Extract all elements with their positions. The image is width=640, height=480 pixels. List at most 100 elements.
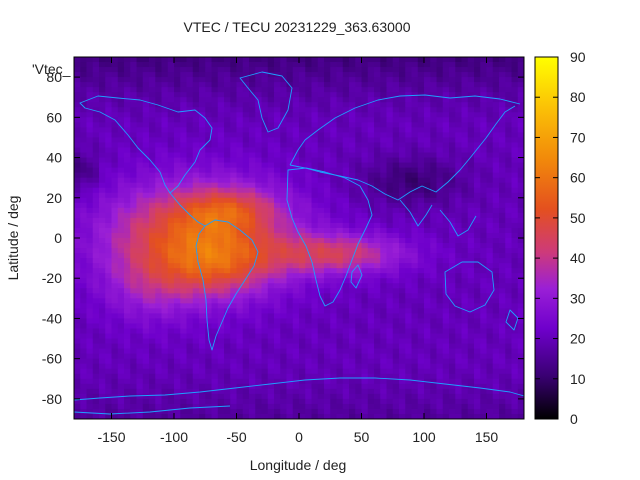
heatmap-cell bbox=[80, 248, 88, 254]
heatmap-cell bbox=[336, 313, 344, 320]
heatmap-cell bbox=[467, 378, 475, 385]
heatmap-cell bbox=[174, 373, 181, 380]
heatmap-cell bbox=[324, 227, 331, 234]
heatmap-cell bbox=[499, 263, 506, 269]
heatmap-cell bbox=[436, 197, 444, 204]
heatmap-cell bbox=[205, 127, 213, 134]
heatmap-cell bbox=[292, 147, 300, 154]
heatmap-cell bbox=[161, 353, 169, 360]
heatmap-cell bbox=[342, 358, 350, 365]
heatmap-cell bbox=[124, 378, 131, 385]
heatmap-cell bbox=[330, 117, 338, 123]
heatmap-cell bbox=[417, 217, 425, 224]
heatmap-cell bbox=[324, 393, 331, 400]
heatmap-cell bbox=[355, 107, 363, 113]
heatmap-cell bbox=[299, 348, 306, 355]
heatmap-cell bbox=[324, 388, 331, 395]
heatmap-cell bbox=[86, 212, 94, 219]
heatmap-cell bbox=[211, 398, 219, 405]
heatmap-cell bbox=[111, 353, 119, 360]
heatmap-cell bbox=[442, 147, 450, 154]
heatmap-cell bbox=[255, 177, 263, 184]
heatmap-cell bbox=[492, 82, 500, 88]
heatmap-cell bbox=[261, 152, 269, 159]
heatmap-cell bbox=[324, 273, 331, 279]
heatmap-cell bbox=[80, 197, 88, 204]
heatmap-cell bbox=[474, 263, 481, 269]
heatmap-cell bbox=[261, 222, 269, 229]
heatmap-cell bbox=[249, 363, 256, 370]
heatmap-cell bbox=[92, 217, 100, 224]
heatmap-cell bbox=[292, 328, 300, 335]
heatmap-cell bbox=[267, 107, 275, 113]
heatmap-cell bbox=[480, 368, 488, 375]
heatmap-cell bbox=[236, 398, 244, 405]
heatmap-cell bbox=[517, 227, 524, 234]
heatmap-cell bbox=[180, 142, 188, 149]
heatmap-cell bbox=[492, 177, 500, 184]
heatmap-cell bbox=[467, 212, 475, 219]
heatmap-cell bbox=[305, 117, 313, 123]
heatmap-cell bbox=[336, 248, 344, 254]
heatmap-cell bbox=[474, 388, 481, 395]
heatmap-cell bbox=[480, 187, 488, 194]
heatmap-cell bbox=[249, 268, 256, 274]
heatmap-cell bbox=[130, 313, 138, 320]
heatmap-cell bbox=[255, 348, 263, 355]
heatmap-cell bbox=[467, 87, 475, 93]
heatmap-cell bbox=[180, 207, 188, 214]
heatmap-cell bbox=[336, 92, 344, 98]
heatmap-cell bbox=[186, 217, 194, 224]
heatmap-cell bbox=[349, 92, 356, 98]
heatmap-cell bbox=[386, 87, 394, 93]
heatmap-cell bbox=[417, 278, 425, 284]
heatmap-cell bbox=[186, 388, 194, 395]
heatmap-cell bbox=[367, 132, 375, 139]
heatmap-cell bbox=[124, 202, 131, 209]
heatmap-cell bbox=[492, 358, 500, 365]
heatmap-cell bbox=[374, 92, 381, 98]
heatmap-cell bbox=[355, 313, 363, 320]
heatmap-cell bbox=[142, 238, 150, 244]
heatmap-cell bbox=[111, 57, 119, 63]
heatmap-cell bbox=[399, 268, 406, 274]
heatmap-cell bbox=[217, 373, 225, 380]
heatmap-cell bbox=[92, 97, 100, 103]
heatmap-cell bbox=[99, 112, 106, 118]
heatmap-cell bbox=[430, 373, 438, 380]
heatmap-cell bbox=[374, 162, 381, 169]
heatmap-cell bbox=[149, 363, 156, 370]
heatmap-cell bbox=[86, 238, 94, 244]
heatmap-cell bbox=[299, 137, 306, 144]
heatmap-cell bbox=[155, 207, 163, 214]
heatmap-cell bbox=[336, 308, 344, 315]
heatmap-cell bbox=[267, 232, 275, 239]
heatmap-cell bbox=[230, 122, 238, 128]
heatmap-cell bbox=[230, 338, 238, 345]
heatmap-cell bbox=[367, 187, 375, 194]
heatmap-cell bbox=[261, 137, 269, 144]
heatmap-cell bbox=[236, 258, 244, 264]
heatmap-cell bbox=[155, 258, 163, 264]
heatmap-cell bbox=[455, 132, 463, 139]
heatmap-cell bbox=[299, 318, 306, 325]
heatmap-cell bbox=[499, 383, 506, 390]
heatmap-cell bbox=[117, 182, 125, 189]
heatmap-cell bbox=[149, 127, 156, 134]
heatmap-cell bbox=[261, 182, 269, 189]
heatmap-cell bbox=[467, 348, 475, 355]
heatmap-cell bbox=[330, 353, 338, 360]
heatmap-cell bbox=[430, 222, 438, 229]
heatmap-cell bbox=[505, 313, 513, 320]
heatmap-cell bbox=[374, 278, 381, 284]
heatmap-cell bbox=[236, 328, 244, 335]
heatmap-cell bbox=[299, 303, 306, 309]
heatmap-cell bbox=[474, 378, 481, 385]
heatmap-cell bbox=[424, 393, 431, 400]
heatmap-cell bbox=[192, 263, 200, 269]
heatmap-cell bbox=[424, 278, 431, 284]
heatmap-cell bbox=[474, 343, 481, 350]
heatmap-cell bbox=[149, 333, 156, 340]
heatmap-cell bbox=[92, 172, 100, 179]
heatmap-cell bbox=[267, 333, 275, 340]
